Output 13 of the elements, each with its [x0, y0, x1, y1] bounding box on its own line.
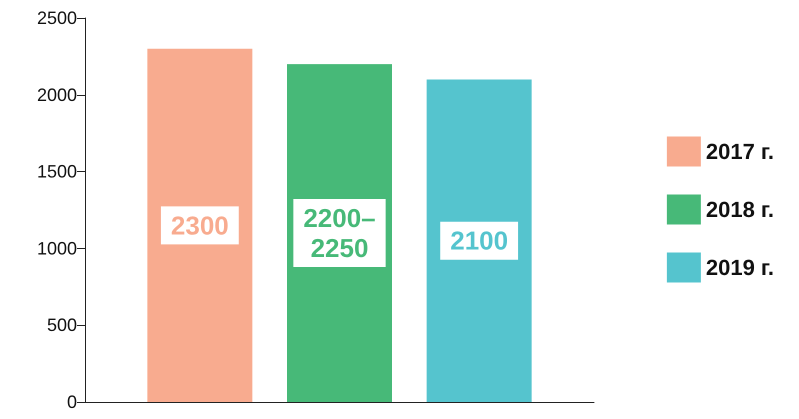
y-tick-label: 2000	[36, 84, 77, 105]
legend-label: 2017 г.	[706, 139, 774, 164]
bar	[147, 48, 252, 402]
data-label: 2100	[450, 226, 508, 256]
y-tick-label: 2500	[36, 8, 77, 28]
y-tick-label: 1000	[36, 238, 77, 258]
y-tick-label: 1500	[36, 162, 77, 182]
data-label: 2200–2250	[303, 203, 376, 264]
data-label: 2300	[170, 210, 229, 240]
legend-label: 2018 г.	[706, 197, 774, 222]
y-tick-label: 500	[46, 315, 77, 336]
legend-label: 2019 г.	[706, 255, 774, 280]
y-tick-label: 0	[66, 392, 77, 412]
